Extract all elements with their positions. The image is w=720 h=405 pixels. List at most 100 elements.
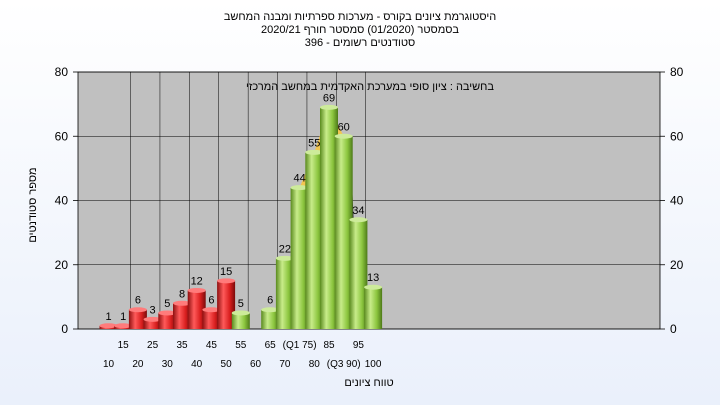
bar-20 xyxy=(128,307,147,329)
bar-25 xyxy=(143,316,162,329)
x-tick-label: 35 xyxy=(176,340,188,351)
data-label-90: 60 xyxy=(338,121,350,133)
bar-body xyxy=(217,280,236,329)
x-tick-label: 40 xyxy=(191,359,203,370)
bar-65 xyxy=(261,307,280,329)
data-label-25: 3 xyxy=(150,304,156,316)
bar-40 xyxy=(187,287,206,329)
bar-70 xyxy=(275,255,294,329)
bar-30 xyxy=(158,310,177,329)
bar-top xyxy=(290,185,309,191)
bar-body xyxy=(187,290,206,329)
data-label-30: 5 xyxy=(164,298,170,310)
bar-55 xyxy=(231,310,250,329)
bar-body xyxy=(349,219,368,329)
y-ticks-right: 0 20 40 60 80 xyxy=(660,65,684,336)
chart-title-line-2: בסמסטר (01/2020) סמסטר חורף 2020/21 xyxy=(261,24,459,36)
data-label-40: 12 xyxy=(191,275,203,287)
x-tick-label: 80 xyxy=(309,359,321,370)
bars-group xyxy=(99,104,383,330)
y-tick-label-left: 20 xyxy=(55,258,69,272)
y-tick-label-right: 20 xyxy=(670,258,684,272)
data-label-50: 15 xyxy=(220,266,232,278)
bar-top xyxy=(187,287,206,293)
data-label-20: 6 xyxy=(135,295,141,307)
data-label-75: 44 xyxy=(293,173,305,185)
x-tick-label: 100 xyxy=(365,359,382,370)
bar-top xyxy=(143,316,162,322)
bar-50 xyxy=(217,278,236,329)
y-tick-label-left: 60 xyxy=(55,129,69,143)
bar-15 xyxy=(114,323,133,329)
y-axis-label: מספר סטודנטים xyxy=(27,167,39,242)
bar-top xyxy=(202,307,221,313)
y-ticks-left: 0 20 40 60 80 xyxy=(55,65,78,336)
bar-45 xyxy=(202,307,221,329)
x-tick-label: 15 xyxy=(118,340,130,351)
data-label-95: 34 xyxy=(352,205,364,217)
bar-top xyxy=(173,300,191,306)
chart-title-line-3: סטודנטים רשומים - 396 xyxy=(305,37,416,49)
bar-80 xyxy=(305,149,324,329)
bar-top xyxy=(158,310,177,316)
bar-10 xyxy=(99,323,118,329)
x-tick-label: (Q1 75) xyxy=(283,340,317,351)
data-label-10: 1 xyxy=(105,311,111,323)
x-axis-label: טווח ציונים xyxy=(344,377,393,389)
x-tick-label: (Q3 90) xyxy=(327,359,361,370)
x-tick-label: 70 xyxy=(279,359,291,370)
bar-body xyxy=(158,312,177,329)
x-tick-label: 50 xyxy=(221,359,233,370)
bar-body xyxy=(364,287,383,329)
data-label-85: 69 xyxy=(323,92,335,104)
bar-body xyxy=(202,309,221,329)
bar-top xyxy=(99,323,118,329)
x-tick-label: 45 xyxy=(206,340,218,351)
y-tick-label-right: 40 xyxy=(670,194,684,208)
x-tick-label: 10 xyxy=(103,359,115,370)
bar-top xyxy=(261,307,280,313)
bar-85 xyxy=(320,104,338,330)
x-tick-label: 85 xyxy=(323,340,335,351)
bar-90 xyxy=(334,133,353,329)
y-tick-label-left: 80 xyxy=(55,65,69,79)
x-tick-label: 30 xyxy=(162,359,174,370)
data-label-35: 8 xyxy=(179,288,185,300)
x-tick-label: 25 xyxy=(147,340,159,351)
bar-35 xyxy=(173,300,191,329)
bar-top xyxy=(217,278,236,284)
x-ticks: 15 25 35 45 55 65 (Q1 75) 85 95 10 20 30 40 50 60 70 80 (… xyxy=(103,340,382,370)
y-tick-label-left: 40 xyxy=(55,194,69,208)
bar-body xyxy=(290,187,309,329)
bar-top xyxy=(231,310,250,316)
x-tick-label: 60 xyxy=(250,359,262,370)
bar-body xyxy=(334,136,353,329)
data-label-15: 1 xyxy=(120,311,126,323)
bar-body xyxy=(231,312,250,329)
chart-title-block: היסטוגרמת ציונים בקורס - מערכות ספרתיות … xyxy=(224,11,496,49)
data-label-45: 6 xyxy=(208,295,214,307)
bar-top xyxy=(320,104,338,110)
bar-75 xyxy=(290,185,309,329)
bar-body xyxy=(261,309,280,329)
bar-body xyxy=(143,319,162,329)
bar-top xyxy=(364,284,383,290)
y-tick-label-left: 0 xyxy=(61,322,68,336)
y-tick-label-right: 80 xyxy=(670,65,684,79)
bar-top xyxy=(305,149,324,155)
data-label-65: 6 xyxy=(267,295,273,307)
bar-top xyxy=(114,323,133,329)
bar-100 xyxy=(364,284,383,329)
y-tick-label-right: 0 xyxy=(670,322,677,336)
bar-top xyxy=(349,217,368,223)
bar-body xyxy=(320,107,338,330)
x-tick-label: 95 xyxy=(353,340,365,351)
data-label-70: 22 xyxy=(279,243,291,255)
data-label-55: 5 xyxy=(238,298,244,310)
bar-95 xyxy=(349,217,368,329)
x-tick-label: 20 xyxy=(132,359,144,370)
chart-title-line-1: היסטוגרמת ציונים בקורס - מערכות ספרתיות … xyxy=(224,11,496,23)
